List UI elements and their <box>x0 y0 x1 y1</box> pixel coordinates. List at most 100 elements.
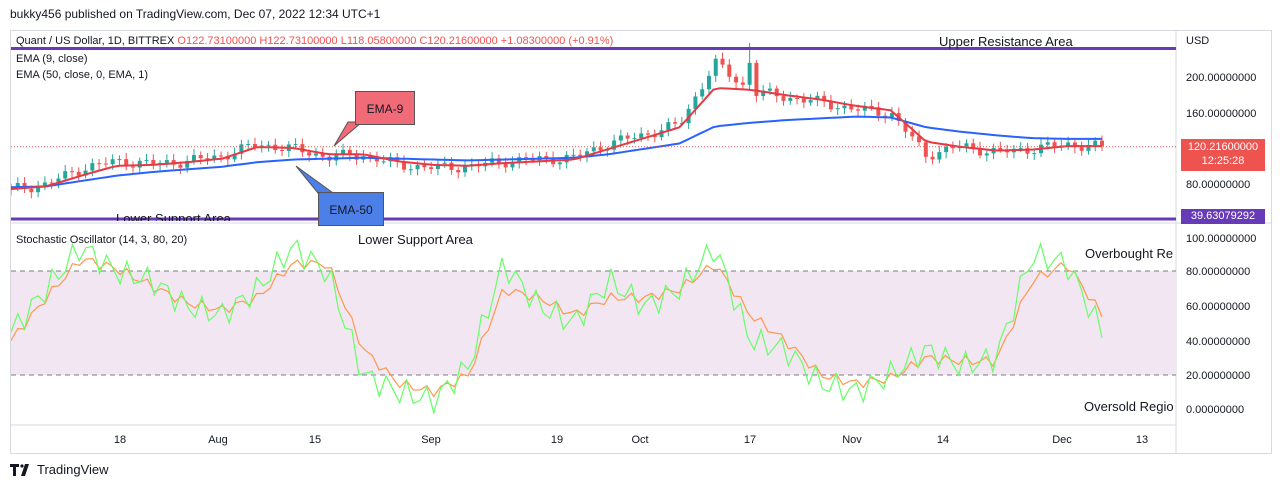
candle-body <box>795 97 800 99</box>
candle-body <box>835 108 840 110</box>
candle-body <box>205 158 210 160</box>
candle-body <box>198 155 203 159</box>
candle-body <box>788 97 793 101</box>
candle-body <box>76 172 81 176</box>
candle-body <box>320 153 325 157</box>
candle-body <box>713 58 718 76</box>
candle-body <box>232 153 237 160</box>
candle-body <box>178 164 183 168</box>
candle-body <box>842 105 847 109</box>
lower-support-label: Lower Support Area <box>358 232 473 247</box>
candle-body <box>29 188 34 193</box>
candle-body <box>930 156 935 160</box>
candle-body <box>347 149 352 155</box>
candle-body <box>917 136 922 143</box>
candle-body <box>225 156 230 160</box>
candle-body <box>673 122 678 124</box>
candle-body <box>435 163 440 169</box>
candle-body <box>151 159 156 165</box>
candle-body <box>584 151 589 157</box>
tradingview-logo-icon <box>10 463 29 476</box>
candle-body <box>49 182 54 184</box>
candle-body <box>978 147 983 156</box>
ema50-line <box>11 115 1102 189</box>
candle-body <box>591 147 596 152</box>
candle-body <box>740 82 745 85</box>
ma-lines <box>11 87 1102 191</box>
candle-body <box>36 186 41 193</box>
candle-body <box>700 89 705 97</box>
stoch-tick: 0.00000000 <box>1186 404 1244 416</box>
candle-body <box>612 140 617 150</box>
time-label: 14 <box>937 434 949 446</box>
time-label: 17 <box>744 434 756 446</box>
symbol-legend[interactable]: Quant / US Dollar, 1D, BITTREX O122.7310… <box>16 35 613 47</box>
stoch-tick: 60.00000000 <box>1186 301 1250 313</box>
candle-body <box>639 133 644 139</box>
candle-body <box>557 162 562 165</box>
candle-body <box>815 95 820 101</box>
time-label: 13 <box>1136 434 1148 446</box>
candle-body <box>666 122 671 131</box>
candle-body <box>822 95 827 102</box>
candle-body <box>1100 140 1104 146</box>
candle-body <box>239 144 244 154</box>
candle-body <box>964 143 969 147</box>
time-label: Sep <box>421 434 441 446</box>
ema9-tag-pointer <box>333 121 364 147</box>
candle-body <box>63 171 68 179</box>
candle-body <box>90 163 95 171</box>
candle-body <box>618 135 623 141</box>
candle-body <box>625 135 630 139</box>
candle-body <box>923 142 928 157</box>
candle-body <box>415 165 420 170</box>
candle-body <box>381 161 386 163</box>
candle-body <box>862 105 867 111</box>
price-axis: USD 200.00000000 160.00000000 80.0000000… <box>1186 35 1256 191</box>
candle-body <box>828 101 833 110</box>
candle-body <box>117 159 122 161</box>
price-tick: 160.00000000 <box>1186 108 1256 120</box>
candle-body <box>761 90 766 96</box>
candle-body <box>1032 153 1037 155</box>
candle-body <box>781 96 786 101</box>
time-label: 18 <box>114 434 126 446</box>
candle-body <box>801 98 806 103</box>
candle-body <box>849 105 854 110</box>
candle-body <box>408 169 413 171</box>
ema9-tag[interactable]: EMA-9 <box>355 91 415 125</box>
candle-body <box>124 159 129 167</box>
candle-body <box>720 58 725 65</box>
candle-body <box>1072 142 1077 148</box>
ema50-tag[interactable]: EMA-50 <box>318 192 384 226</box>
support-price-box: 39.63079292 <box>1181 209 1265 224</box>
brand-name: TradingView <box>37 462 109 477</box>
candle-body <box>1052 142 1057 147</box>
candle-body <box>313 153 318 156</box>
last-price-box: 120.21600000 12:25:28 <box>1181 139 1265 171</box>
candle-body <box>402 161 407 170</box>
stoch-k-line <box>11 239 1103 416</box>
candle-body <box>693 96 698 109</box>
candle-body <box>889 113 894 118</box>
stoch-legend[interactable]: Stochastic Oscillator (14, 3, 80, 20) <box>16 234 188 246</box>
candles <box>11 42 1104 199</box>
candle-body <box>645 133 650 135</box>
candle-body <box>212 155 217 160</box>
time-label: Dec <box>1052 434 1072 446</box>
candle-body <box>422 165 427 168</box>
tradingview-brand[interactable]: TradingView <box>10 462 109 477</box>
ema50-legend[interactable]: EMA (50, close, 0, EMA, 1) <box>16 69 149 81</box>
candle-body <box>442 162 447 164</box>
candle-body <box>191 155 196 161</box>
candle-body <box>1066 142 1071 146</box>
candle-body <box>1018 148 1023 150</box>
ema9-legend[interactable]: EMA (9, close) <box>16 53 88 65</box>
stoch-tick: 40.00000000 <box>1186 336 1250 348</box>
oversold-label: Oversold Regio <box>1084 399 1174 414</box>
candle-body <box>83 170 88 176</box>
candle-body <box>56 178 61 183</box>
publisher-header: bukky456 published on TradingView.com, D… <box>10 7 381 21</box>
candle-body <box>869 105 874 108</box>
